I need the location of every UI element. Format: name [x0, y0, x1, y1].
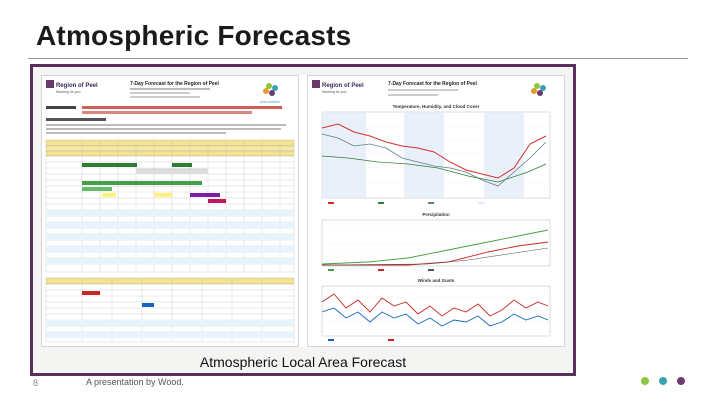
precip-line-3 [321, 247, 549, 266]
wind-speed-line [321, 307, 549, 327]
chart2-title: Precipitation [422, 212, 450, 217]
precip-line-2 [322, 241, 549, 266]
dot-teal-icon [659, 377, 667, 385]
left-heading: 7-Day Forecast for the Region of Peel [130, 81, 220, 87]
dot-green-icon [641, 377, 649, 385]
forecast-table-document: Region of Peel Working for you 7-Day For… [41, 75, 299, 347]
chart1-title: Temperature, Humidity, and Cloud Cover [393, 104, 480, 109]
peel-logo-icon [46, 80, 54, 88]
right-heading: 7-Day Forecast for the Region of Peel [388, 81, 478, 87]
forecast-charts-document: Region of Peel Working for you 7-Day For… [307, 75, 565, 347]
footer-text: A presentation by Wood. [86, 377, 184, 387]
dot-purple-icon [677, 377, 685, 385]
temperature-chart [321, 111, 551, 204]
peel-weather-logo-icon [263, 83, 278, 96]
slide-title: Atmospheric Forecasts [36, 20, 352, 51]
humidity-line [321, 133, 547, 187]
forecast-charts-image: Region of Peel Working for you 7-Day For… [312, 80, 551, 341]
forecast-table-image: Region of Peel Working for you 7-Day For… [45, 80, 295, 343]
screenshot-caption: Atmospheric Local Area Forecast [199, 354, 407, 370]
wind-gust-line [321, 293, 549, 317]
precipitation-chart [321, 219, 551, 271]
right-logo-text: Region of Peel [322, 83, 364, 89]
left-logo-sub: Working for you [56, 90, 80, 94]
screenshot-frame: Region of Peel Working for you 7-Day For… [30, 64, 576, 376]
left-logo-text: Region of Peel [56, 83, 98, 89]
peel-weather-logo-icon-2 [531, 83, 546, 96]
title-divider [28, 58, 688, 59]
peel-logo-icon-2 [312, 80, 320, 88]
slide-number: 8 [33, 378, 39, 388]
dewpoint-line [321, 155, 547, 183]
temperature-line [321, 123, 547, 179]
left-logo-right: peel weather [260, 100, 281, 104]
chart3-title: Winds and Gusts [418, 278, 455, 283]
forecast-screenshot: Region of Peel Working for you 7-Day For… [41, 75, 565, 347]
right-logo-sub: Working for you [322, 90, 346, 94]
precip-line-1 [321, 229, 549, 265]
wind-chart [321, 285, 551, 341]
